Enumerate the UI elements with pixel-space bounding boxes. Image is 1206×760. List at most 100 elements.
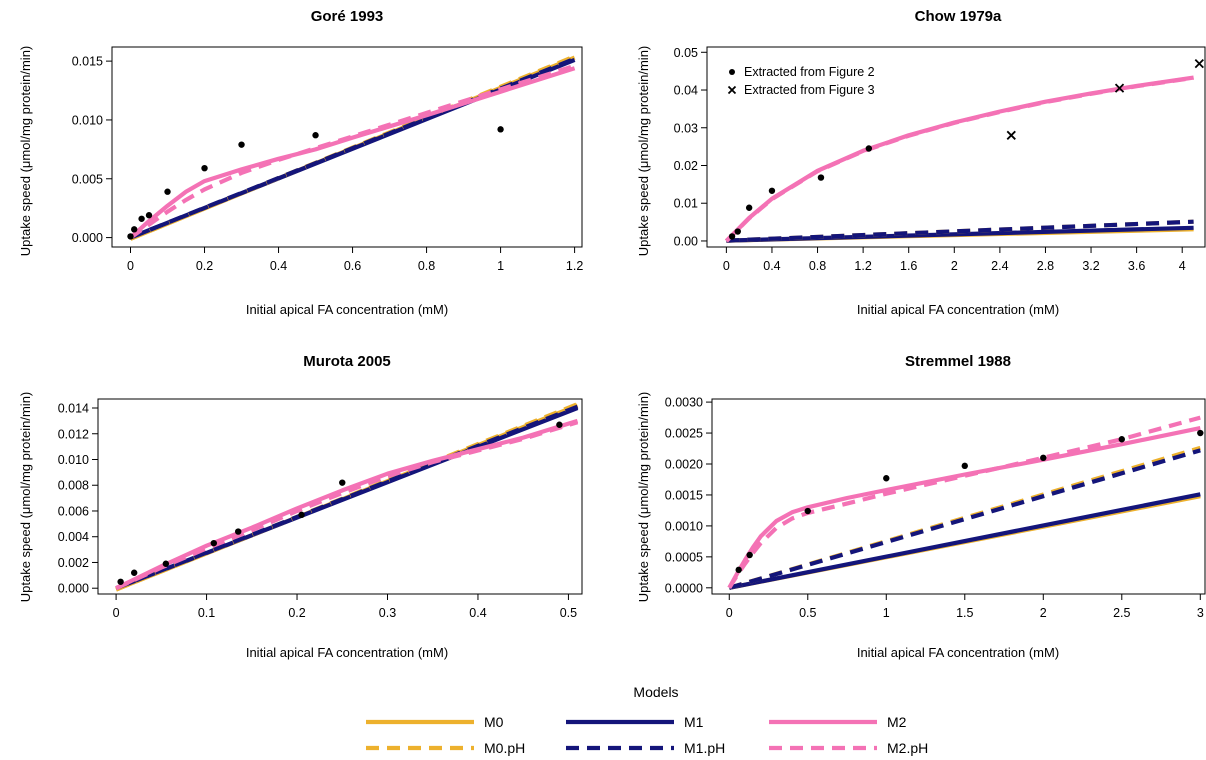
x-tick-label: 0.8 [418,259,435,273]
series-line-m2-ph [724,75,1194,243]
axes-frame [111,46,583,248]
x-tick-label: 2.4 [991,259,1008,273]
x-tick-label: 0.8 [809,259,826,273]
data-point [201,164,208,172]
series-line-m1 [726,225,1194,243]
x-tick-label: 2 [1040,606,1047,620]
y-tick-label: 0.04 [674,84,698,98]
legend-label: M1 [684,714,704,730]
series-line-m2 [724,75,1194,243]
axes-frame [97,398,583,595]
x-tick-label: 0.5 [799,606,816,620]
series-line-m1 [115,406,579,591]
y-tick-label: 0.0005 [665,550,703,564]
legend-label: M2.pH [887,740,928,756]
x-tick-label: 4 [1179,259,1186,273]
data-point [117,578,124,585]
data-point [768,187,776,194]
data-point [312,132,319,139]
data-point [138,215,145,222]
y-tick-label: 0.005 [72,172,103,186]
x-tick-label: 1 [497,259,504,273]
y-tick-label: 0.05 [674,46,698,60]
data-point [734,228,741,235]
y-axis-label: Uptake speed (μmol/mg protein/min) [18,392,33,603]
x-axis-label: Initial apical FA concentration (mM) [857,645,1059,660]
y-tick-label: 0.010 [58,453,89,467]
data-point [1118,436,1125,443]
data-point [131,226,138,233]
plot-area [724,75,1194,243]
data-point [145,212,153,219]
x-axis-label: Initial apical FA concentration (mM) [246,645,448,660]
data-point [817,174,825,181]
y-tick-label: 0.008 [58,479,89,493]
cross-marker-icon [727,85,737,95]
y-tick-label: 0.004 [58,530,89,544]
data-point [961,462,968,470]
x-tick-label: 0.1 [198,606,215,620]
x-tick-label: 0.4 [469,606,486,620]
plot-area [115,402,579,592]
x-tick-label: 2 [951,259,958,273]
data-point [556,421,563,428]
x-tick-label: 0 [723,259,730,273]
y-tick-label: 0.014 [58,402,89,416]
x-tick-label: 3 [1197,606,1204,620]
x-tick-label: 1 [883,606,890,620]
axes-frame [711,398,1206,595]
models-legend: Models M0 M1 M2 M0.pH M1.pH M2.pH [366,684,928,756]
series-line-m2-ph [115,420,579,591]
y-axis-label: Uptake speed (μmol/mg protein/min) [636,392,651,603]
series-line-m1-ph [726,219,1194,243]
panel-chow-1979a: Chow 1979a Initial apical FA concentrati… [636,8,1206,317]
data-point [235,528,242,535]
y-tick-label: 0.0000 [665,581,703,595]
panel-title: Chow 1979a [915,8,1002,25]
data-point [746,551,753,559]
series-line-m2-ph [727,415,1201,589]
y-tick-label: 0.010 [72,113,103,127]
data-point [127,233,134,240]
series-line-m1 [728,492,1201,590]
y-tick-label: 0.000 [58,582,89,596]
y-tick-label: 0.000 [72,231,103,245]
data-point [735,566,742,574]
y-tick-label: 0.006 [58,504,89,518]
x-tick-label: 1.6 [900,259,917,273]
x-tick-label: 3.6 [1128,259,1145,273]
legend-label: M0.pH [484,740,525,756]
data-point [162,560,170,567]
x-tick-label: 0.4 [270,259,287,273]
y-tick-label: 0.00 [674,234,698,248]
data-point-cross [1194,58,1204,69]
annotation-figure-2: Extracted from Figure 2 [744,65,875,79]
x-tick-label: 1.2 [854,259,871,273]
data-point [238,141,245,148]
series-line-m1-ph [728,448,1201,590]
y-tick-label: 0.0030 [665,396,703,410]
x-axis-label: Initial apical FA concentration (mM) [857,302,1059,317]
data-point [210,539,217,547]
x-tick-label: 0.5 [560,606,577,620]
x-tick-label: 0.2 [288,606,305,620]
legend-label: M1.pH [684,740,725,756]
data-point [1197,429,1204,437]
x-tick-label: 2.5 [1113,606,1130,620]
data-point-cross [1114,83,1125,93]
x-axis-label: Initial apical FA concentration (mM) [246,302,448,317]
y-tick-label: 0.012 [58,427,89,441]
legend-label: M2 [887,714,907,730]
annotation-figure-3: Extracted from Figure 3 [744,83,875,97]
data-point [728,233,736,240]
y-tick-label: 0.0015 [665,488,703,502]
data-point [804,507,811,515]
x-tick-label: 0 [726,606,733,620]
data-point [1040,454,1047,462]
data-point [865,145,873,152]
x-tick-label: 0.6 [344,259,361,273]
legend-entries: M0 M1 M2 M0.pH M1.pH M2.pH [366,714,928,756]
y-tick-label: 0.02 [674,159,698,173]
data-point-cross [1006,130,1016,140]
